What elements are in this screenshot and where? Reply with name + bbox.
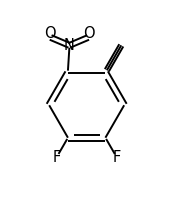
Text: N: N (64, 38, 75, 53)
Text: F: F (53, 150, 61, 164)
Text: O: O (44, 26, 56, 41)
Text: O: O (83, 26, 95, 41)
Text: F: F (113, 150, 121, 164)
